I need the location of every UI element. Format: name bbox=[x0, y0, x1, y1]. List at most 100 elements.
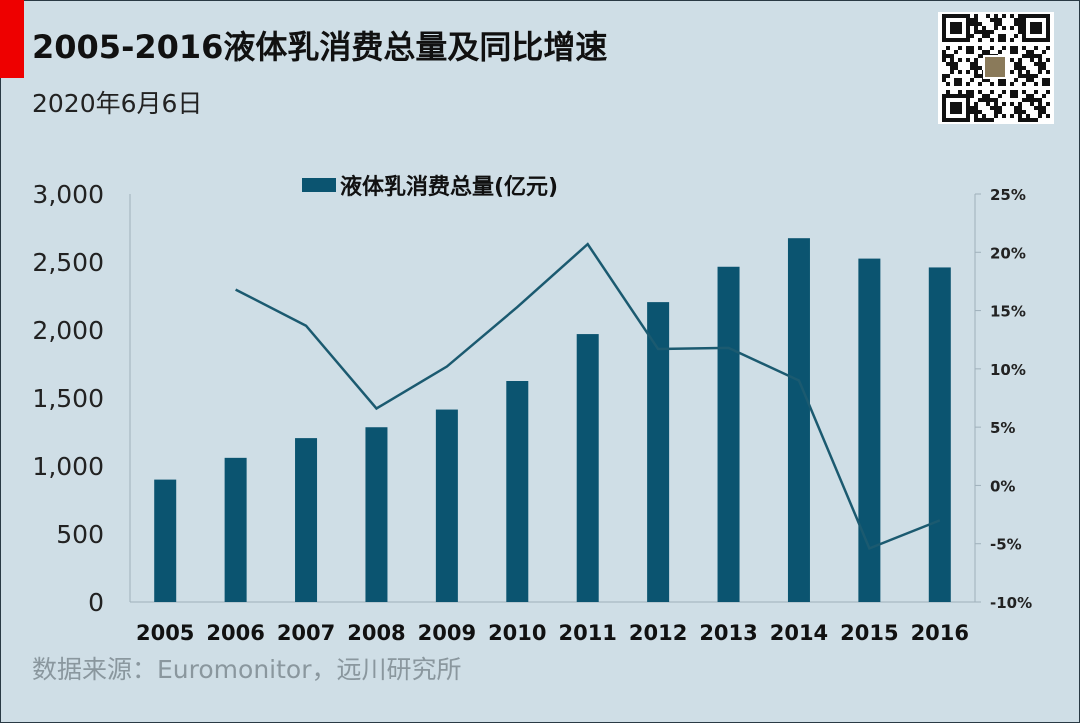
qr-module bbox=[958, 46, 962, 50]
left-tick-label: 1,500 bbox=[32, 384, 104, 413]
qr-module bbox=[1030, 38, 1034, 42]
qr-module bbox=[978, 46, 982, 50]
qr-module bbox=[942, 22, 946, 26]
qr-module bbox=[1046, 90, 1050, 94]
qr-module bbox=[974, 58, 978, 62]
qr-module bbox=[1022, 38, 1026, 42]
qr-module bbox=[986, 30, 990, 34]
qr-module bbox=[978, 98, 982, 102]
qr-module bbox=[970, 34, 974, 38]
qr-module bbox=[1038, 98, 1042, 102]
qr-module bbox=[1026, 70, 1030, 74]
qr-module bbox=[966, 18, 970, 22]
x-tick-label: 2016 bbox=[911, 621, 969, 645]
qr-module bbox=[950, 14, 954, 18]
qr-module bbox=[1034, 54, 1038, 58]
qr-module bbox=[1010, 46, 1014, 50]
qr-module bbox=[1010, 94, 1014, 98]
qr-module bbox=[966, 46, 970, 50]
qr-module bbox=[1038, 102, 1042, 106]
qr-module bbox=[1026, 38, 1030, 42]
qr-module bbox=[974, 106, 978, 110]
qr-module bbox=[966, 26, 970, 30]
qr-module bbox=[946, 38, 950, 42]
qr-module bbox=[1038, 38, 1042, 42]
qr-module bbox=[1026, 94, 1030, 98]
qr-module bbox=[946, 54, 950, 58]
qr-module bbox=[982, 30, 986, 34]
qr-module bbox=[942, 50, 946, 54]
bar-2010 bbox=[506, 381, 529, 602]
bar-2006 bbox=[224, 457, 247, 602]
qr-module bbox=[1018, 22, 1022, 26]
qr-module bbox=[1038, 54, 1042, 58]
qr-module bbox=[1038, 26, 1042, 30]
qr-module bbox=[1038, 58, 1042, 62]
qr-module bbox=[974, 118, 978, 122]
qr-module bbox=[1002, 14, 1006, 18]
qr-module bbox=[954, 106, 958, 110]
qr-module bbox=[986, 50, 990, 54]
qr-module bbox=[1018, 74, 1022, 78]
x-tick-label: 2010 bbox=[488, 621, 546, 645]
qr-module bbox=[1030, 50, 1034, 54]
qr-module bbox=[1014, 46, 1018, 50]
qr-module bbox=[1030, 58, 1034, 62]
qr-module bbox=[1018, 102, 1022, 106]
qr-module bbox=[974, 18, 978, 22]
bar-2012 bbox=[647, 302, 670, 602]
qr-module bbox=[954, 118, 958, 122]
left-tick-label: 500 bbox=[56, 520, 104, 549]
qr-module bbox=[1002, 78, 1006, 82]
qr-module bbox=[1038, 110, 1042, 114]
qr-module bbox=[1030, 74, 1034, 78]
qr-module bbox=[958, 22, 962, 26]
qr-module bbox=[966, 70, 970, 74]
qr-module bbox=[974, 62, 978, 66]
left-tick-label: 0 bbox=[88, 588, 104, 617]
qr-module bbox=[958, 78, 962, 82]
qr-module bbox=[966, 82, 970, 86]
qr-module bbox=[998, 82, 1002, 86]
qr-module bbox=[946, 118, 950, 122]
qr-module bbox=[1026, 50, 1030, 54]
qr-module bbox=[990, 90, 994, 94]
qr-module bbox=[986, 98, 990, 102]
left-tick-label: 2,000 bbox=[32, 316, 104, 345]
qr-module bbox=[946, 74, 950, 78]
qr-module bbox=[1046, 38, 1050, 42]
qr-module bbox=[1026, 98, 1030, 102]
qr-module bbox=[942, 38, 946, 42]
legend-swatch bbox=[302, 178, 336, 192]
qr-module bbox=[1030, 118, 1034, 122]
qr-module bbox=[970, 62, 974, 66]
qr-module bbox=[986, 78, 990, 82]
qr-module bbox=[954, 14, 958, 18]
qr-module bbox=[1042, 110, 1046, 114]
qr-code bbox=[938, 12, 1054, 124]
qr-module bbox=[1042, 106, 1046, 110]
right-tick-label: -10% bbox=[990, 594, 1032, 612]
qr-module bbox=[1018, 66, 1022, 70]
qr-module bbox=[1018, 18, 1022, 22]
qr-module bbox=[986, 94, 990, 98]
qr-module bbox=[966, 22, 970, 26]
qr-module bbox=[1014, 22, 1018, 26]
qr-module bbox=[1046, 78, 1050, 82]
qr-module bbox=[1014, 94, 1018, 98]
qr-module bbox=[1002, 82, 1006, 86]
qr-module bbox=[1002, 90, 1006, 94]
qr-module bbox=[994, 110, 998, 114]
qr-module bbox=[942, 110, 946, 114]
qr-module bbox=[998, 18, 1002, 22]
qr-module bbox=[1010, 90, 1014, 94]
qr-module bbox=[990, 106, 994, 110]
qr-module bbox=[1018, 30, 1022, 34]
qr-module bbox=[1022, 26, 1026, 30]
qr-module bbox=[1030, 78, 1034, 82]
qr-module bbox=[966, 38, 970, 42]
qr-module bbox=[942, 118, 946, 122]
qr-module bbox=[942, 14, 946, 18]
qr-module bbox=[954, 30, 958, 34]
qr-module bbox=[958, 102, 962, 106]
